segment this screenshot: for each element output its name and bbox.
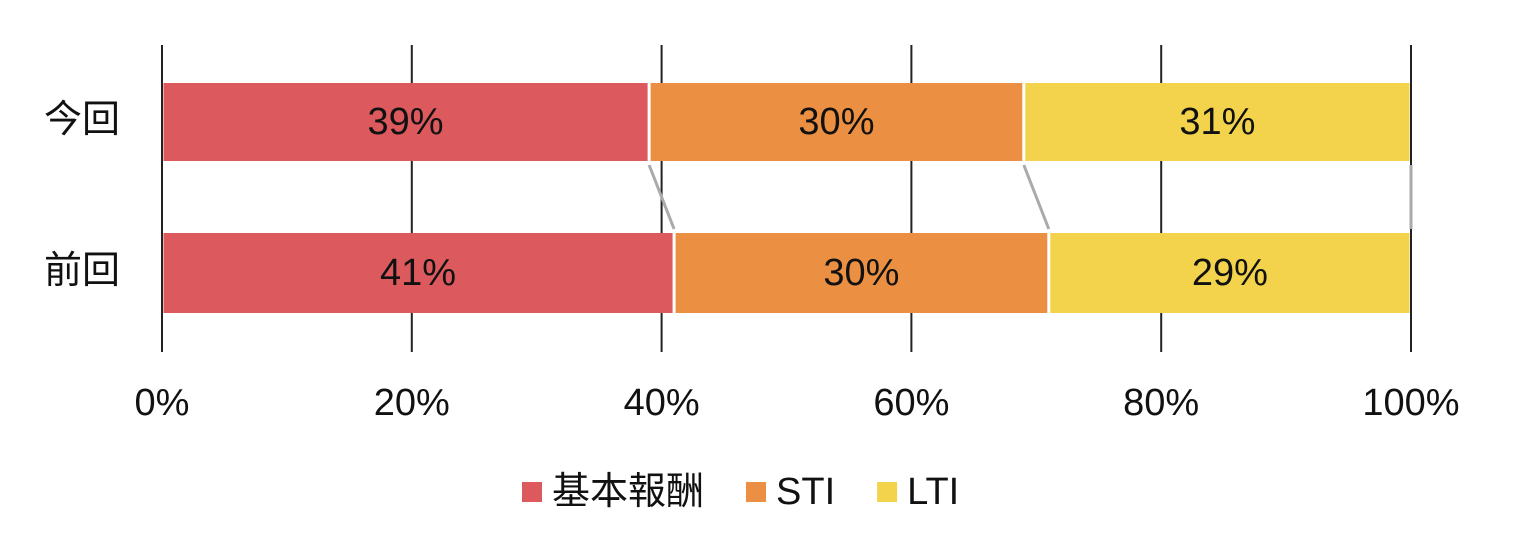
x-tick-label: 20% (374, 382, 450, 424)
legend-swatch (877, 482, 898, 502)
bar-segment (163, 233, 673, 313)
series-line (647, 164, 676, 230)
value-label: 41% (380, 252, 456, 294)
legend-label: LTI (907, 471, 959, 513)
bar-segment (1025, 83, 1410, 161)
legend-swatch (746, 482, 767, 502)
value-label: 29% (1192, 252, 1268, 294)
bar-segment (1050, 233, 1410, 313)
value-label: 30% (823, 252, 899, 294)
value-label: 30% (798, 101, 874, 143)
bar-segment (163, 83, 648, 161)
category-label: 前回 (44, 250, 120, 292)
legend-label: STI (776, 471, 835, 513)
x-tick-label: 40% (624, 382, 700, 424)
category-label: 今回 (44, 99, 120, 141)
bar-segment (650, 83, 1023, 161)
x-tick-label: 60% (873, 382, 949, 424)
value-label: 39% (368, 101, 444, 143)
x-tick-label: 80% (1123, 382, 1199, 424)
x-tick-label: 0% (135, 382, 190, 424)
legend-label: 基本報酬 (552, 471, 704, 513)
x-tick-label: 100% (1362, 382, 1459, 424)
value-label: 31% (1179, 101, 1255, 143)
series-line (1022, 164, 1051, 230)
legend-swatch (522, 482, 542, 502)
bar-segment (675, 233, 1048, 313)
